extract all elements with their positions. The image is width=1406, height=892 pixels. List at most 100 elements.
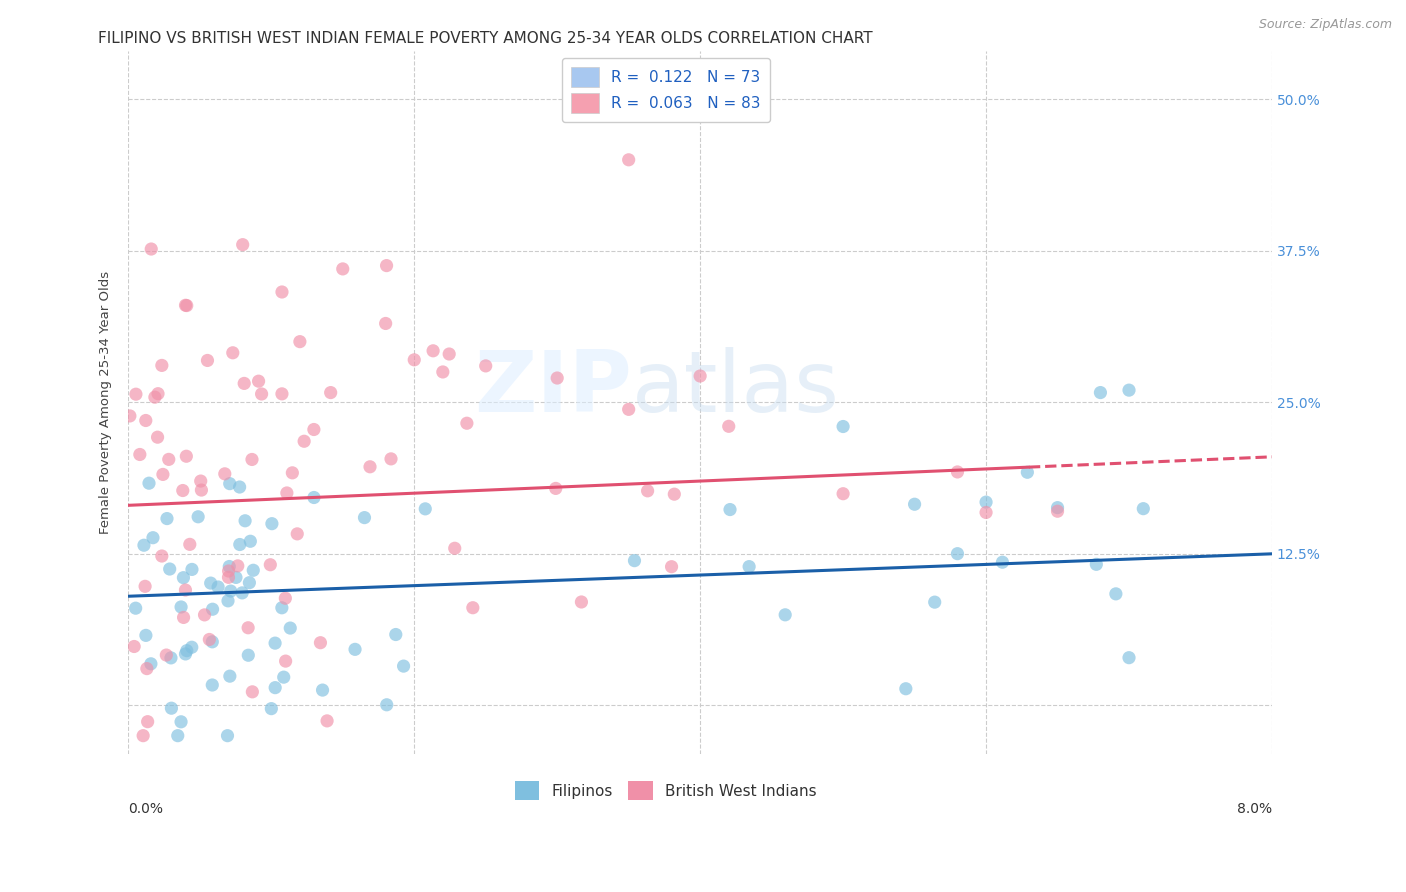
Point xyxy=(285,527,308,541)
Point xyxy=(222,345,245,359)
Point xyxy=(118,409,141,423)
Point xyxy=(218,669,240,683)
Point xyxy=(172,571,194,585)
Point xyxy=(174,582,197,597)
Point xyxy=(404,352,426,367)
Point xyxy=(274,591,297,606)
Point xyxy=(176,643,198,657)
Point xyxy=(353,510,375,524)
Point xyxy=(207,580,229,594)
Point xyxy=(974,506,997,520)
Point xyxy=(1105,587,1128,601)
Point xyxy=(689,369,711,384)
Point xyxy=(1132,501,1154,516)
Point xyxy=(160,651,183,665)
Point xyxy=(623,554,645,568)
Point xyxy=(288,334,311,349)
Point xyxy=(179,537,201,551)
Point xyxy=(546,371,568,385)
Point xyxy=(661,559,683,574)
Point xyxy=(229,537,252,551)
Point xyxy=(190,474,212,488)
Text: ZIP: ZIP xyxy=(474,347,631,430)
Point xyxy=(141,242,163,256)
Point xyxy=(214,467,236,481)
Point xyxy=(247,374,270,388)
Point xyxy=(218,559,240,574)
Point xyxy=(1017,465,1039,479)
Point xyxy=(219,584,242,599)
Point xyxy=(156,511,179,525)
Point xyxy=(1046,500,1069,515)
Point xyxy=(946,465,969,479)
Point xyxy=(264,636,287,650)
Point xyxy=(187,509,209,524)
Point xyxy=(717,419,740,434)
Point xyxy=(271,285,294,299)
Point xyxy=(374,317,396,331)
Point xyxy=(309,636,332,650)
Point xyxy=(124,601,146,615)
Point xyxy=(238,575,260,590)
Point xyxy=(138,476,160,491)
Point xyxy=(172,483,194,498)
Point xyxy=(292,434,315,449)
Text: 8.0%: 8.0% xyxy=(1237,802,1272,815)
Point xyxy=(157,452,180,467)
Text: FILIPINO VS BRITISH WEST INDIAN FEMALE POVERTY AMONG 25-34 YEAR OLDS CORRELATION: FILIPINO VS BRITISH WEST INDIAN FEMALE P… xyxy=(98,31,873,46)
Point xyxy=(135,413,157,427)
Point xyxy=(173,610,195,624)
Point xyxy=(259,558,281,572)
Point xyxy=(155,648,177,662)
Point xyxy=(302,491,325,505)
Point xyxy=(231,586,253,600)
Point xyxy=(359,459,381,474)
Point xyxy=(380,451,402,466)
Point xyxy=(135,628,157,642)
Point xyxy=(201,635,224,649)
Point xyxy=(143,390,166,404)
Point xyxy=(1118,650,1140,665)
Point xyxy=(250,387,273,401)
Point xyxy=(242,563,264,577)
Point xyxy=(316,714,339,728)
Point xyxy=(437,347,460,361)
Text: atlas: atlas xyxy=(631,347,839,430)
Point xyxy=(201,678,224,692)
Point xyxy=(392,659,415,673)
Point xyxy=(281,466,304,480)
Point xyxy=(217,594,239,608)
Point xyxy=(180,640,202,655)
Point xyxy=(903,497,925,511)
Point xyxy=(617,402,640,417)
Point xyxy=(946,547,969,561)
Point xyxy=(270,600,292,615)
Legend: Filipinos, British West Indians: Filipinos, British West Indians xyxy=(509,775,823,806)
Point xyxy=(332,261,354,276)
Point xyxy=(170,599,193,614)
Point xyxy=(432,365,454,379)
Point xyxy=(174,298,197,312)
Point xyxy=(974,495,997,509)
Point xyxy=(260,701,283,715)
Point xyxy=(236,621,259,635)
Point xyxy=(718,502,741,516)
Point xyxy=(238,648,260,663)
Point xyxy=(443,541,465,556)
Point xyxy=(146,430,169,444)
Point xyxy=(544,482,567,496)
Point xyxy=(136,714,159,729)
Point xyxy=(991,555,1014,569)
Point xyxy=(278,621,301,635)
Point xyxy=(232,237,254,252)
Point xyxy=(200,576,222,591)
Point xyxy=(302,423,325,437)
Text: Source: ZipAtlas.com: Source: ZipAtlas.com xyxy=(1258,18,1392,31)
Point xyxy=(240,452,263,467)
Point xyxy=(637,483,659,498)
Point xyxy=(218,564,240,578)
Point xyxy=(174,647,197,661)
Point xyxy=(181,562,204,576)
Point xyxy=(319,385,342,400)
Point xyxy=(217,729,239,743)
